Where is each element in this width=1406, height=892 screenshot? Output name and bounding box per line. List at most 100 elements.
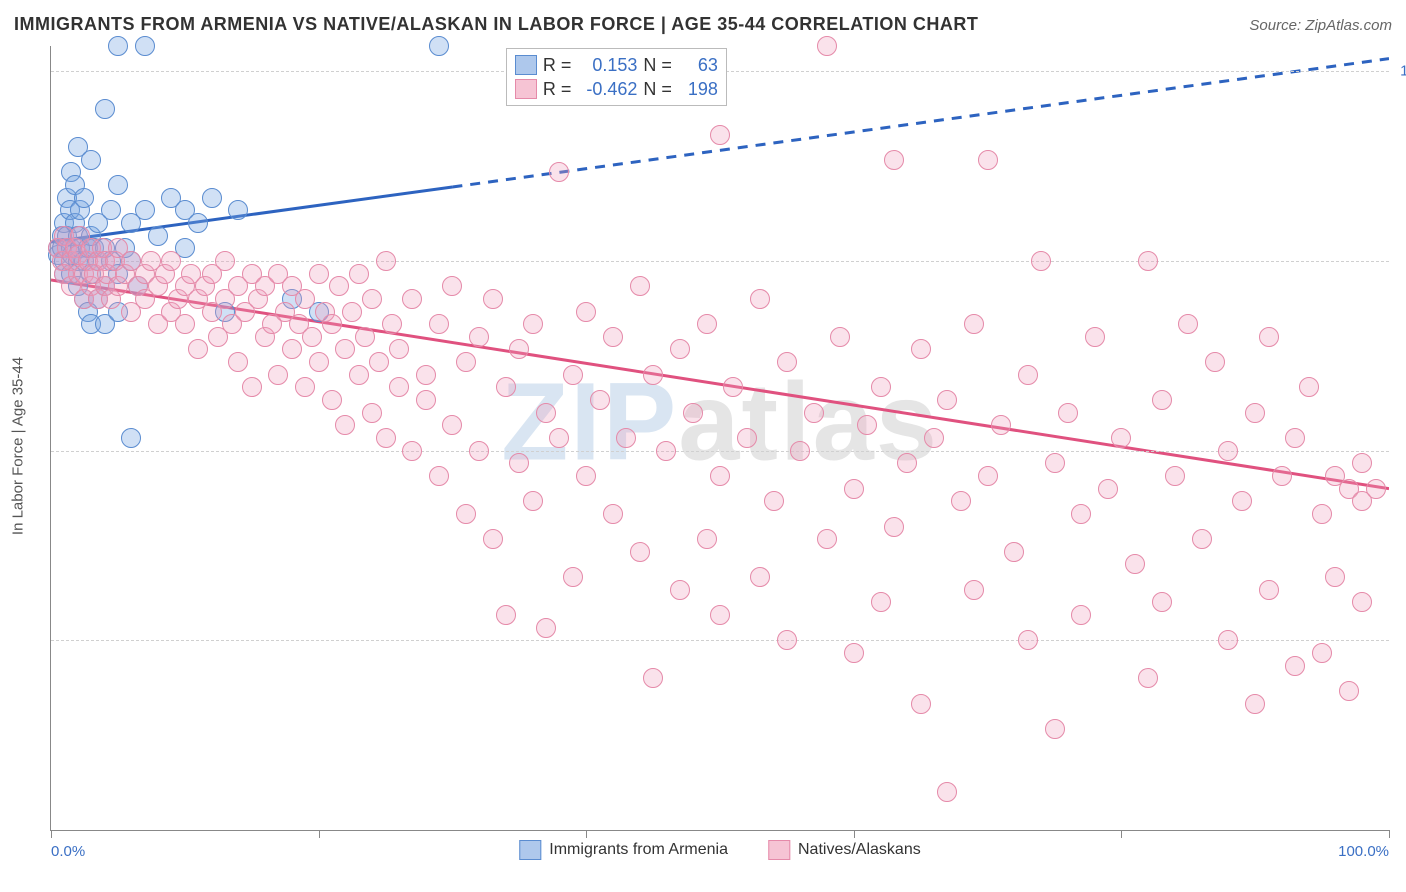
scatter-point-natives <box>215 251 235 271</box>
legend-swatch-natives <box>515 79 537 99</box>
scatter-point-natives <box>790 441 810 461</box>
scatter-point-armenia <box>148 226 168 246</box>
scatter-point-natives <box>978 150 998 170</box>
scatter-point-natives <box>750 567 770 587</box>
scatter-point-natives <box>764 491 784 511</box>
scatter-point-natives <box>389 339 409 359</box>
scatter-point-natives <box>402 441 422 461</box>
scatter-point-natives <box>1125 554 1145 574</box>
scatter-point-natives <box>683 403 703 423</box>
scatter-point-natives <box>416 390 436 410</box>
scatter-point-natives <box>322 390 342 410</box>
scatter-point-natives <box>590 390 610 410</box>
scatter-point-natives <box>1058 403 1078 423</box>
scatter-point-natives <box>616 428 636 448</box>
scatter-point-natives <box>1152 390 1172 410</box>
scatter-point-natives <box>1138 668 1158 688</box>
scatter-point-natives <box>710 466 730 486</box>
legend-r-value-natives: -0.462 <box>577 77 637 101</box>
scatter-point-natives <box>349 365 369 385</box>
scatter-point-natives <box>1352 453 1372 473</box>
trend-lines <box>51 46 1389 830</box>
scatter-point-natives <box>1071 504 1091 524</box>
scatter-point-natives <box>737 428 757 448</box>
scatter-point-natives <box>175 314 195 334</box>
scatter-point-natives <box>1312 643 1332 663</box>
scatter-point-armenia <box>108 175 128 195</box>
scatter-point-natives <box>362 289 382 309</box>
scatter-point-natives <box>630 276 650 296</box>
scatter-point-natives <box>897 453 917 473</box>
scatter-point-natives <box>1031 251 1051 271</box>
scatter-point-natives <box>777 630 797 650</box>
scatter-point-natives <box>509 453 529 473</box>
scatter-point-natives <box>1004 542 1024 562</box>
scatter-point-natives <box>1245 403 1265 423</box>
scatter-point-natives <box>536 403 556 423</box>
scatter-point-natives <box>442 276 462 296</box>
scatter-point-natives <box>1325 567 1345 587</box>
scatter-point-natives <box>302 327 322 347</box>
scatter-point-natives <box>523 491 543 511</box>
scatter-point-natives <box>643 668 663 688</box>
legend-r-label: R = <box>543 77 572 101</box>
scatter-point-natives <box>1245 694 1265 714</box>
scatter-point-natives <box>1218 630 1238 650</box>
scatter-point-natives <box>603 327 623 347</box>
scatter-point-natives <box>469 441 489 461</box>
series-legend: Immigrants from ArmeniaNatives/Alaskans <box>519 840 920 860</box>
scatter-point-armenia <box>202 188 222 208</box>
series-legend-swatch-armenia <box>519 840 541 860</box>
scatter-point-natives <box>389 377 409 397</box>
scatter-point-armenia <box>429 36 449 56</box>
scatter-point-natives <box>549 162 569 182</box>
scatter-point-natives <box>309 352 329 372</box>
series-legend-item-armenia: Immigrants from Armenia <box>519 840 728 860</box>
scatter-point-natives <box>335 339 355 359</box>
scatter-point-natives <box>991 415 1011 435</box>
scatter-point-natives <box>964 314 984 334</box>
x-tick-label: 100.0% <box>1338 843 1389 860</box>
scatter-point-natives <box>1366 479 1386 499</box>
scatter-point-natives <box>1111 428 1131 448</box>
scatter-point-natives <box>335 415 355 435</box>
scatter-point-natives <box>549 428 569 448</box>
series-legend-label-armenia: Immigrants from Armenia <box>549 841 728 859</box>
scatter-point-natives <box>911 694 931 714</box>
scatter-point-natives <box>509 339 529 359</box>
scatter-point-armenia <box>135 200 155 220</box>
y-tick-label: 85.0% <box>1395 252 1406 269</box>
legend-n-label: N = <box>643 53 672 77</box>
scatter-point-armenia <box>135 36 155 56</box>
scatter-point-natives <box>563 567 583 587</box>
scatter-point-natives <box>295 377 315 397</box>
scatter-point-natives <box>857 415 877 435</box>
scatter-point-natives <box>402 289 422 309</box>
scatter-point-natives <box>536 618 556 638</box>
scatter-point-natives <box>844 479 864 499</box>
scatter-point-natives <box>723 377 743 397</box>
source-attribution: Source: ZipAtlas.com <box>1249 17 1392 35</box>
x-tick <box>1389 830 1390 838</box>
scatter-point-armenia <box>81 150 101 170</box>
scatter-point-natives <box>1018 630 1038 650</box>
scatter-point-natives <box>496 605 516 625</box>
scatter-point-natives <box>576 302 596 322</box>
scatter-point-natives <box>242 377 262 397</box>
scatter-point-natives <box>1152 592 1172 612</box>
scatter-point-natives <box>924 428 944 448</box>
y-tick-label: 100.0% <box>1395 63 1406 80</box>
legend-row-natives: R =-0.462 N =198 <box>515 77 718 101</box>
scatter-point-natives <box>523 314 543 334</box>
scatter-point-natives <box>656 441 676 461</box>
scatter-point-natives <box>188 339 208 359</box>
scatter-point-natives <box>349 264 369 284</box>
scatter-point-natives <box>1138 251 1158 271</box>
scatter-point-natives <box>964 580 984 600</box>
scatter-point-natives <box>697 529 717 549</box>
series-legend-swatch-natives <box>768 840 790 860</box>
scatter-point-natives <box>1232 491 1252 511</box>
scatter-point-natives <box>456 504 476 524</box>
scatter-point-natives <box>710 605 730 625</box>
scatter-point-natives <box>309 264 329 284</box>
